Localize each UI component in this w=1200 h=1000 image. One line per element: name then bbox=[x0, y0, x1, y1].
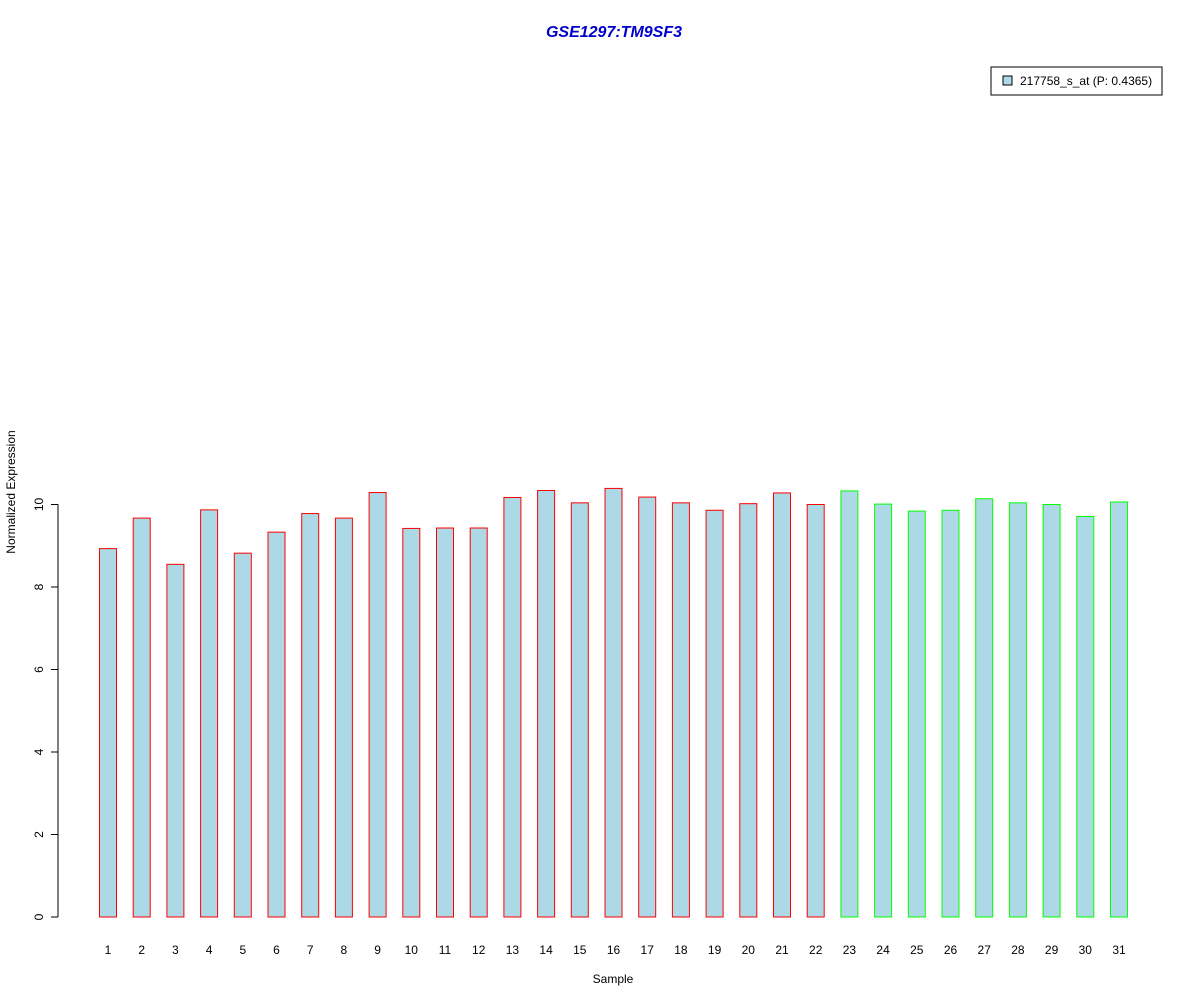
bar bbox=[334, 517, 353, 918]
y-tick-label: 6 bbox=[32, 666, 46, 673]
legend-label: 217758_s_at (P: 0.4365) bbox=[1020, 74, 1152, 88]
x-tick-label: 17 bbox=[641, 943, 655, 957]
x-tick-label: 29 bbox=[1045, 943, 1059, 957]
x-tick-label: 25 bbox=[910, 943, 924, 957]
bar bbox=[469, 527, 488, 918]
x-tick-label: 16 bbox=[607, 943, 621, 957]
x-tick-label: 13 bbox=[506, 943, 520, 957]
x-tick-label: 26 bbox=[944, 943, 958, 957]
y-tick-label: 4 bbox=[32, 748, 46, 755]
bar bbox=[402, 527, 421, 918]
x-tick-label: 9 bbox=[374, 943, 381, 957]
x-tick-label: 22 bbox=[809, 943, 823, 957]
x-tick-label: 15 bbox=[573, 943, 587, 957]
bar bbox=[1008, 502, 1027, 918]
bar bbox=[267, 531, 286, 918]
x-tick-label: 6 bbox=[273, 943, 280, 957]
bar bbox=[1042, 504, 1061, 918]
x-tick-label: 11 bbox=[439, 943, 452, 957]
y-axis: 0 2 4 6 8 10 bbox=[32, 498, 59, 920]
x-tick-label: 21 bbox=[775, 943, 789, 957]
bars bbox=[99, 487, 1128, 918]
x-tick-label: 28 bbox=[1011, 943, 1025, 957]
bar bbox=[301, 513, 320, 918]
x-tick-label: 18 bbox=[674, 943, 688, 957]
chart-title: GSE1297:TM9SF3 bbox=[546, 24, 682, 41]
bar bbox=[638, 496, 657, 918]
bar bbox=[739, 503, 758, 918]
x-tick-label: 10 bbox=[405, 943, 419, 957]
bar bbox=[436, 527, 454, 918]
bar bbox=[975, 498, 994, 918]
bar bbox=[537, 489, 556, 918]
bar bbox=[166, 563, 185, 918]
x-tick-label: 4 bbox=[206, 943, 213, 957]
y-axis-label: Normalized Expression bbox=[4, 430, 18, 553]
bar bbox=[503, 496, 522, 918]
y-tick-label: 0 bbox=[32, 913, 46, 920]
bar bbox=[570, 502, 589, 918]
x-tick-label: 14 bbox=[539, 943, 553, 957]
x-axis-label: Sample bbox=[593, 972, 634, 986]
x-tick-label: 1 bbox=[105, 943, 112, 957]
x-tick-label: 27 bbox=[978, 943, 992, 957]
legend: 217758_s_at (P: 0.4365) bbox=[990, 66, 1163, 96]
x-tick-label: 7 bbox=[307, 943, 314, 957]
bar bbox=[1076, 515, 1095, 918]
x-tick-label: 2 bbox=[138, 943, 145, 957]
bar bbox=[705, 509, 724, 918]
x-tick-labels: 1 2 3 4 5 6 7 8 9 10 11 12 13 14 15 16 17 18 19 20 21 22 23 24 2… bbox=[105, 943, 1126, 957]
bar bbox=[1110, 501, 1128, 918]
x-tick-label: 3 bbox=[172, 943, 179, 957]
x-tick-label: 23 bbox=[843, 943, 857, 957]
x-tick-label: 20 bbox=[742, 943, 756, 957]
y-tick-label: 10 bbox=[32, 498, 46, 512]
x-tick-label: 12 bbox=[472, 943, 486, 957]
x-tick-label: 31 bbox=[1112, 943, 1126, 957]
bar bbox=[806, 504, 825, 918]
bar bbox=[200, 509, 219, 918]
x-tick-label: 19 bbox=[708, 943, 722, 957]
x-tick-label: 30 bbox=[1079, 943, 1093, 957]
y-tick-label: 8 bbox=[32, 583, 46, 590]
bar bbox=[233, 552, 252, 918]
bar bbox=[604, 487, 623, 918]
x-tick-label: 5 bbox=[239, 943, 246, 957]
bar bbox=[132, 517, 151, 918]
x-tick-label: 8 bbox=[341, 943, 348, 957]
bar bbox=[99, 548, 117, 918]
bar bbox=[874, 503, 893, 918]
legend-swatch bbox=[1002, 75, 1013, 86]
x-tick-label: 24 bbox=[876, 943, 890, 957]
bar bbox=[671, 502, 690, 918]
bar bbox=[368, 492, 387, 918]
bar bbox=[773, 492, 791, 918]
bar bbox=[907, 510, 926, 918]
legend-box bbox=[990, 66, 1163, 96]
bar bbox=[941, 509, 960, 918]
bar bbox=[840, 490, 859, 918]
y-tick-label: 2 bbox=[32, 831, 46, 838]
